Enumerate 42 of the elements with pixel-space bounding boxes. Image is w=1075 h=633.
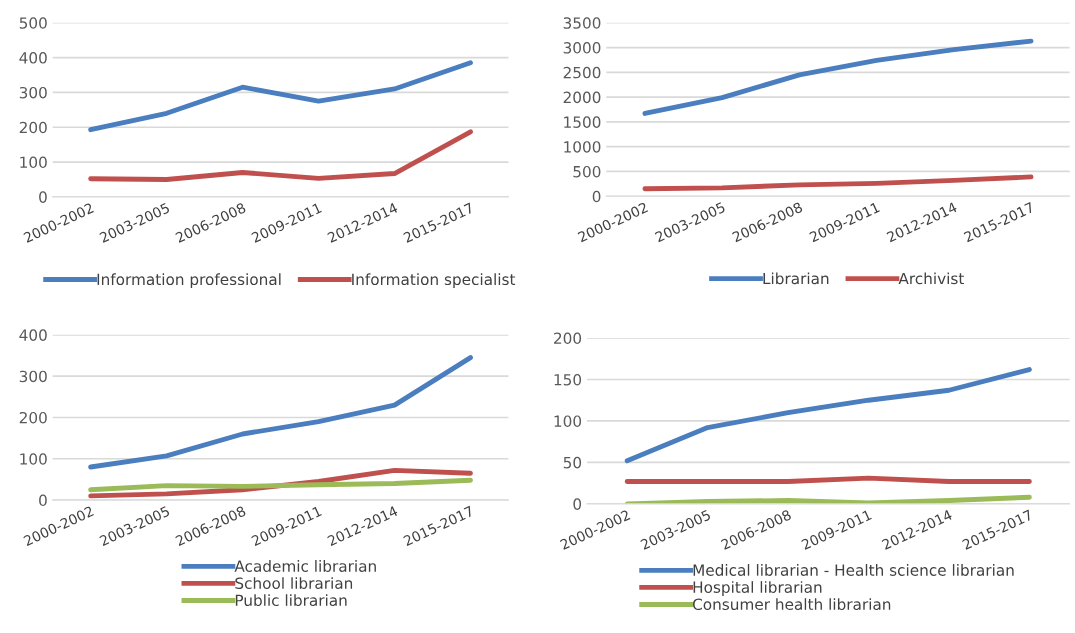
y-tick-label: 0 xyxy=(39,191,47,203)
line-series xyxy=(88,477,473,493)
legend-label: Information professional xyxy=(97,273,281,289)
line-series xyxy=(624,367,1032,464)
line-series xyxy=(624,494,1032,504)
y-tick-label: 300 xyxy=(19,370,47,383)
line-series xyxy=(642,38,1034,116)
y-tick-label: 500 xyxy=(19,17,47,29)
y-tick-label: 100 xyxy=(20,156,47,169)
y-tick-label: 1000 xyxy=(564,141,601,153)
y-tick-label: 500 xyxy=(573,165,601,178)
line-series xyxy=(88,355,473,470)
y-tick-label: 0 xyxy=(39,494,47,507)
legend-label: Librarian xyxy=(763,272,829,285)
line-series xyxy=(642,174,1034,192)
line-series xyxy=(88,129,473,182)
legend-label: Archivist xyxy=(898,272,964,285)
y-tick-label: 200 xyxy=(19,411,47,424)
y-tick-label: 400 xyxy=(19,329,47,341)
y-tick-label: 0 xyxy=(592,190,601,203)
legend-label: Information specialist xyxy=(352,273,516,289)
y-tick-label: 3500 xyxy=(563,17,601,29)
y-tick-label: 2000 xyxy=(563,91,601,104)
y-tick-label: 200 xyxy=(19,121,47,134)
y-tick-label: 400 xyxy=(19,52,47,64)
y-tick-label: 300 xyxy=(19,86,47,99)
y-tick-label: 2500 xyxy=(563,66,601,79)
y-tick-label: 150 xyxy=(554,373,582,386)
legend-label: Hospital librarian xyxy=(693,581,822,596)
legend-label: Academic librarian xyxy=(234,560,376,572)
y-tick-label: 3000 xyxy=(563,42,601,54)
line-series xyxy=(88,60,473,133)
legend-label: Consumer health librarian xyxy=(692,598,891,611)
y-tick-label: 1500 xyxy=(564,116,601,128)
y-tick-label: 100 xyxy=(554,415,582,427)
y-tick-label: 0 xyxy=(573,498,582,510)
y-tick-label: 200 xyxy=(554,332,582,345)
legend-label: School librarian xyxy=(235,577,353,589)
legend-label: Medical librarian - Health science librarian xyxy=(693,564,1014,576)
y-tick-label: 100 xyxy=(20,453,47,465)
y-tick-label: 50 xyxy=(563,456,582,469)
legend-label: Public librarian xyxy=(235,594,347,607)
